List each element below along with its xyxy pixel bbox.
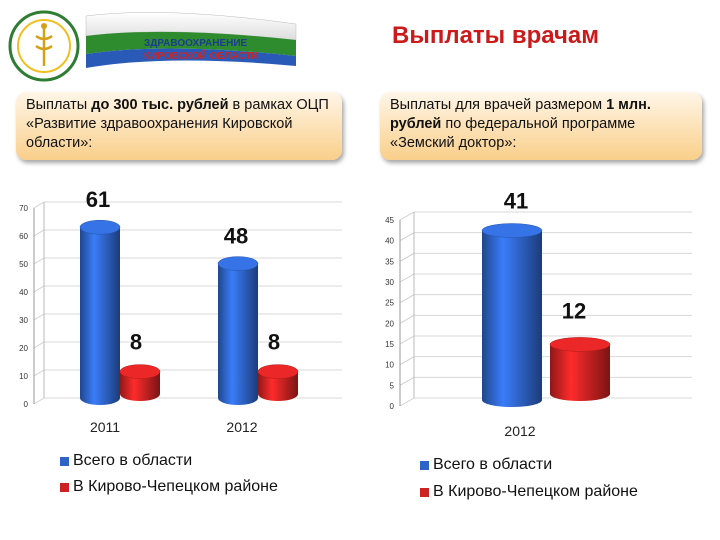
panel-right-text-a: Выплаты для врачей размером	[390, 97, 607, 113]
logo-line-2: КИРОВСКОЙ ОБЛАСТИ	[144, 49, 259, 62]
bar-total-2011	[79, 219, 121, 405]
y-tick-label: 25	[385, 299, 394, 308]
y-tick-label: 50	[19, 260, 28, 269]
y-tick-label: 10	[385, 361, 394, 370]
data-label: 8	[268, 330, 280, 355]
gridline-diag	[33, 201, 45, 209]
y-tick-label: 40	[385, 237, 394, 246]
legend-label: Всего в области	[433, 456, 553, 473]
legend-label: В Кирово-Чепецком районе	[433, 483, 638, 500]
legend-label: В Кирово-Чепецком районе	[73, 478, 278, 495]
gridline-diag	[399, 376, 415, 386]
bar-district-2012	[549, 337, 611, 401]
gridline-diag	[399, 314, 415, 324]
gridline-diag	[399, 397, 415, 407]
legend-item: В Кирово-Чепецком районе	[60, 478, 278, 496]
y-tick-label: 0	[390, 402, 395, 411]
gridline-diag	[33, 369, 45, 377]
bar-district-2011	[119, 364, 161, 401]
gridline-diag	[399, 273, 415, 283]
y-tick-label: 5	[390, 381, 395, 390]
data-label: 12	[562, 298, 586, 323]
data-label: 8	[130, 330, 142, 355]
y-tick-label: 20	[19, 344, 28, 353]
legend-swatch	[420, 460, 429, 470]
panel-right-text-b: 1 млн. рублей	[390, 97, 651, 132]
health-ministry-logo: ЗДРАВООХРАНЕНИЕ КИРОВСКОЙ ОБЛАСТИ	[8, 10, 297, 82]
y-tick-label: 40	[19, 288, 28, 297]
panel-left-text-a: Выплаты	[26, 97, 92, 113]
gridline-diag	[33, 313, 45, 321]
y-tick-label: 15	[385, 340, 394, 349]
y-tick-label: 30	[19, 316, 28, 325]
y-tick-label: 35	[385, 257, 394, 266]
x-tick-label: 2011	[90, 419, 120, 435]
gridline-diag	[33, 229, 45, 237]
page-title: Выплаты врачам	[392, 22, 600, 49]
legend-swatch	[60, 456, 69, 466]
panel-left-description: Выплаты до 300 тыс. рублей в рамках ОЦП …	[16, 92, 342, 160]
gridline-diag	[399, 335, 415, 345]
gridline-diag	[33, 397, 45, 405]
legend-item: Всего в области	[420, 456, 552, 474]
gridline-diag	[33, 285, 45, 293]
gridline-diag	[399, 356, 415, 366]
data-label: 41	[504, 189, 528, 214]
data-label: 61	[86, 187, 110, 212]
y-tick-label: 60	[19, 232, 28, 241]
legend-item: В Кирово-Чепецком районе	[420, 483, 638, 501]
bar-district-2012	[257, 364, 299, 401]
x-tick-label: 2012	[226, 419, 257, 435]
gridline-diag	[33, 341, 45, 349]
y-tick-label: 70	[19, 204, 28, 213]
gridline-diag	[33, 257, 45, 265]
gridline-diag	[399, 252, 415, 262]
y-tick-label: 45	[385, 216, 394, 225]
legend-swatch	[420, 487, 429, 497]
bar-total-2012	[217, 256, 259, 405]
x-tick-label: 2012	[504, 423, 535, 439]
y-tick-label: 30	[385, 278, 394, 287]
panel-left-text-c: в рамках ОЦП «Развитие здравоохранения К…	[26, 97, 329, 151]
logo-line-1: ЗДРАВООХРАНЕНИЕ	[144, 38, 248, 49]
panel-right-description: Выплаты для врачей размером 1 млн. рубле…	[380, 92, 702, 160]
bar-total-2012	[481, 223, 543, 407]
legend-item: Всего в области	[60, 452, 192, 470]
data-label: 48	[224, 224, 248, 249]
y-tick-label: 0	[24, 400, 29, 409]
y-tick-label: 20	[385, 319, 394, 328]
legend-label: Всего в области	[73, 452, 193, 469]
gridline-diag	[399, 211, 415, 221]
legend-swatch	[60, 482, 69, 492]
y-tick-label: 10	[19, 372, 28, 381]
gridline-diag	[399, 232, 415, 242]
gridline-diag	[399, 294, 415, 304]
panel-right-text-c: по федеральной программе «Земский доктор…	[390, 116, 636, 151]
panel-left-text-b: до 300 тыс. рублей	[91, 97, 229, 113]
